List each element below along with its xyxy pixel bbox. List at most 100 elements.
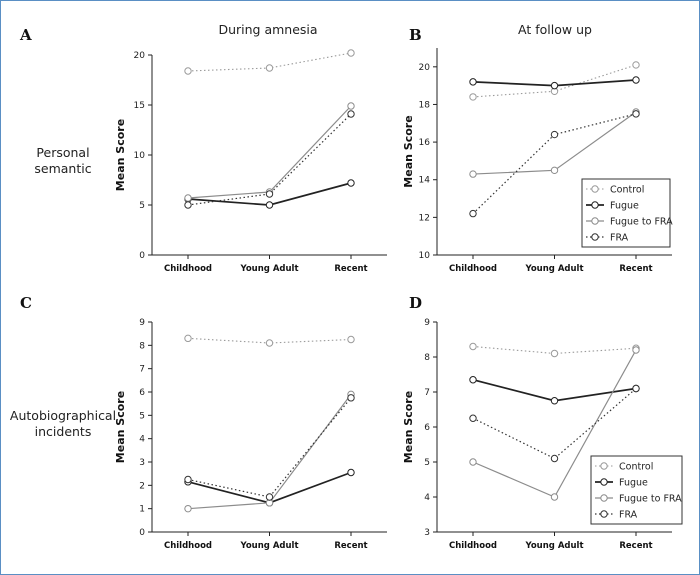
x-tick-label: Recent: [334, 264, 367, 274]
y-tick-label: 20: [134, 51, 146, 61]
legend: Control Fugue Fugue to FRA FRA: [590, 455, 683, 525]
x-tick-label: Childhood: [449, 264, 497, 274]
data-point-control: [265, 339, 274, 347]
data-point-fugue: [265, 201, 274, 209]
data-point-fugue-to-fra: [184, 194, 192, 202]
data-point-fugue: [550, 397, 559, 405]
x-tick-label: Childhood: [164, 541, 212, 551]
legend-marker-fugue: [591, 201, 599, 209]
y-tick-label: 18: [419, 100, 431, 110]
data-point-fra: [550, 130, 559, 139]
y-axis-label: Mean Score: [402, 115, 415, 187]
legend-label-control: Control: [619, 462, 653, 473]
data-point-fugue: [550, 81, 559, 90]
data-point-control: [184, 67, 192, 75]
data-point-fra: [265, 190, 274, 198]
x-tick-label: Recent: [334, 541, 367, 551]
y-tick-label: 9: [139, 318, 145, 328]
panel-a: A 0 5 10 15 20 Childhood Young Adult Recent Mean …: [19, 26, 387, 274]
data-point-fra: [265, 493, 274, 501]
x-tick-label: Young Adult: [524, 541, 583, 551]
data-point-fra: [632, 110, 640, 118]
legend-marker-fugue: [600, 478, 608, 486]
data-point-control: [550, 349, 559, 358]
data-point-fugue-to-fra: [184, 504, 192, 513]
y-tick-label: 1: [139, 505, 145, 515]
y-tick-label: 4: [424, 493, 430, 503]
y-tick-label: 5: [139, 201, 145, 211]
y-tick-label: 4: [139, 435, 145, 445]
data-point-fugue-to-fra: [632, 346, 640, 354]
row-label-autobiographical-incidents-line1: Autobiographical: [10, 408, 116, 423]
y-tick-label: 0: [139, 528, 145, 538]
series-line-fra: [187, 397, 352, 498]
y-tick-label: 6: [424, 423, 430, 433]
data-point-control: [265, 64, 274, 72]
data-point-fugue: [469, 78, 477, 86]
y-tick-label: 15: [134, 101, 145, 111]
legend-marker-control: [591, 185, 599, 193]
data-point-control: [347, 335, 355, 344]
panel-letter: B: [409, 26, 422, 44]
y-tick-label: 6: [139, 388, 145, 398]
data-point-fra: [184, 475, 192, 484]
legend-label-fugue: Fugue: [610, 201, 639, 212]
heading-during-amnesia: During amnesia: [218, 22, 317, 37]
y-tick-label: 0: [139, 251, 145, 261]
y-tick-label: 9: [424, 318, 430, 328]
panel-letter: A: [19, 26, 32, 44]
series-line-control: [472, 345, 637, 355]
y-tick-label: 2: [139, 481, 145, 491]
legend-marker-fra: [600, 510, 608, 518]
y-tick-label: 16: [419, 138, 431, 148]
y-tick-label: 5: [139, 411, 145, 421]
data-point-fra: [347, 394, 355, 402]
data-point-control: [469, 342, 477, 351]
y-tick-label: 14: [419, 176, 431, 186]
y-axis-label: Mean Score: [114, 391, 127, 463]
data-point-fra: [347, 110, 355, 118]
legend-label-control: Control: [610, 185, 644, 196]
legend-marker-control: [600, 462, 608, 470]
data-point-fra: [469, 414, 477, 422]
legend-label-fra: FRA: [619, 510, 638, 521]
data-point-fugue: [469, 376, 477, 384]
y-axis-label: Mean Score: [114, 119, 127, 191]
y-tick-label: 10: [419, 251, 431, 261]
data-point-fra: [469, 209, 477, 218]
y-tick-label: 20: [419, 63, 431, 73]
y-tick-label: 7: [139, 365, 145, 375]
data-point-fra: [632, 384, 640, 393]
y-tick-label: 5: [424, 458, 430, 468]
series-line-fugue-to-fra: [187, 105, 352, 199]
series-line-control: [187, 52, 352, 72]
data-point-control: [632, 61, 640, 69]
y-tick-label: 8: [139, 341, 145, 351]
x-tick-label: Childhood: [164, 264, 212, 274]
series-line-fugue-to-fra: [187, 393, 352, 510]
legend-marker-fugue-to-fra: [591, 217, 599, 225]
data-point-fugue: [347, 468, 355, 477]
x-tick-label: Recent: [619, 541, 652, 551]
data-point-fugue-to-fra: [550, 166, 559, 175]
data-point-control: [184, 334, 192, 343]
data-point-fra: [550, 454, 559, 463]
x-tick-label: Young Adult: [524, 264, 583, 274]
data-point-fugue-to-fra: [347, 102, 355, 110]
panel-letter: C: [20, 294, 32, 312]
x-tick-label: Recent: [619, 264, 652, 274]
legend-label-fugue-to-fra: Fugue to FRA: [619, 494, 682, 505]
y-tick-label: 3: [139, 458, 145, 468]
data-point-control: [347, 49, 355, 57]
y-tick-label: 12: [419, 213, 430, 223]
panel-c: C 0 1 2 3 4 5 6 7 8 9 Childhood Young Adult Recent Mea…: [20, 294, 387, 551]
data-point-fugue: [632, 76, 640, 84]
panel-b: B 10 12 14 16 18 20 Childhood Young Adult Recent M…: [402, 26, 673, 274]
y-tick-label: 3: [424, 528, 430, 538]
legend-label-fugue: Fugue: [619, 478, 648, 489]
legend-marker-fra: [591, 233, 599, 241]
heading-at-follow-up: At follow up: [518, 22, 592, 37]
data-point-fugue-to-fra: [469, 170, 477, 178]
y-tick-label: 7: [424, 388, 430, 398]
